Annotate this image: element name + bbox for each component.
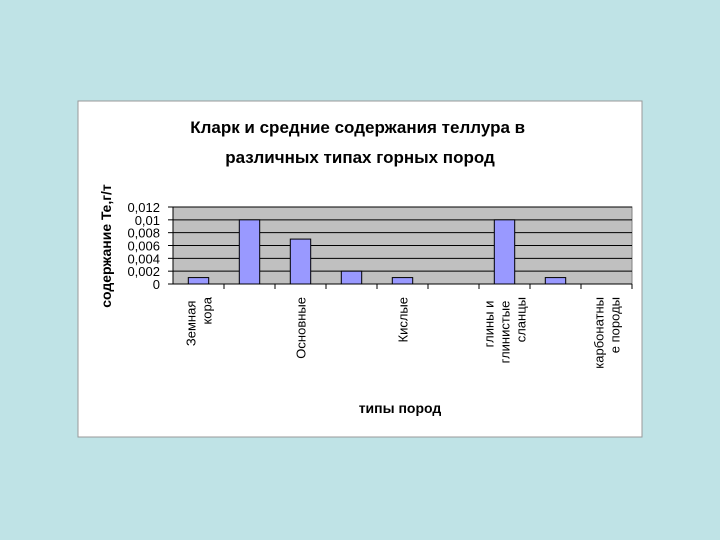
text-line: различных типах горных пород xyxy=(225,148,495,167)
bar xyxy=(544,277,567,285)
y-tick-label: 0 xyxy=(153,277,160,292)
text-line: Земная xyxy=(184,297,199,346)
text-line: кора xyxy=(200,296,215,324)
y-tick-label: 0,004 xyxy=(127,251,160,266)
x-tick-label: Основные xyxy=(294,297,309,359)
bar xyxy=(340,270,363,285)
text-line: е породы xyxy=(608,297,623,353)
y-tick-label: 0,006 xyxy=(127,239,160,254)
x-axis-title: типы пород xyxy=(359,400,442,416)
x-tick-label: Кислые xyxy=(396,297,411,343)
text-line: Кислые xyxy=(396,297,411,343)
y-axis-title: содержание Te,г/т xyxy=(98,184,114,308)
bar xyxy=(391,277,414,285)
text-line: Кларк и средние содержания теллура в xyxy=(190,118,530,137)
bar xyxy=(493,219,516,285)
x-tick-label: Земная кора xyxy=(184,296,215,346)
x-tick-label: глины и глинистые сланцы xyxy=(482,297,529,363)
chart-title: Кларк и средние содержания теллура в раз… xyxy=(190,118,530,167)
text-line: глины и xyxy=(482,297,497,347)
bar xyxy=(289,238,312,285)
text-line: карбонатны xyxy=(592,297,607,369)
bar xyxy=(187,277,210,285)
y-tick-label: 0,012 xyxy=(127,200,160,215)
bar xyxy=(238,219,261,285)
text-line: Основные xyxy=(294,297,309,359)
x-tick-label: карбонатные породы xyxy=(592,297,623,369)
y-tick-label: 0,008 xyxy=(127,226,160,241)
y-tick-label: 0,002 xyxy=(127,264,160,279)
y-tick-label: 0,01 xyxy=(135,213,160,228)
text-line: сланцы xyxy=(514,297,529,342)
text-line: глинистые xyxy=(498,297,513,363)
